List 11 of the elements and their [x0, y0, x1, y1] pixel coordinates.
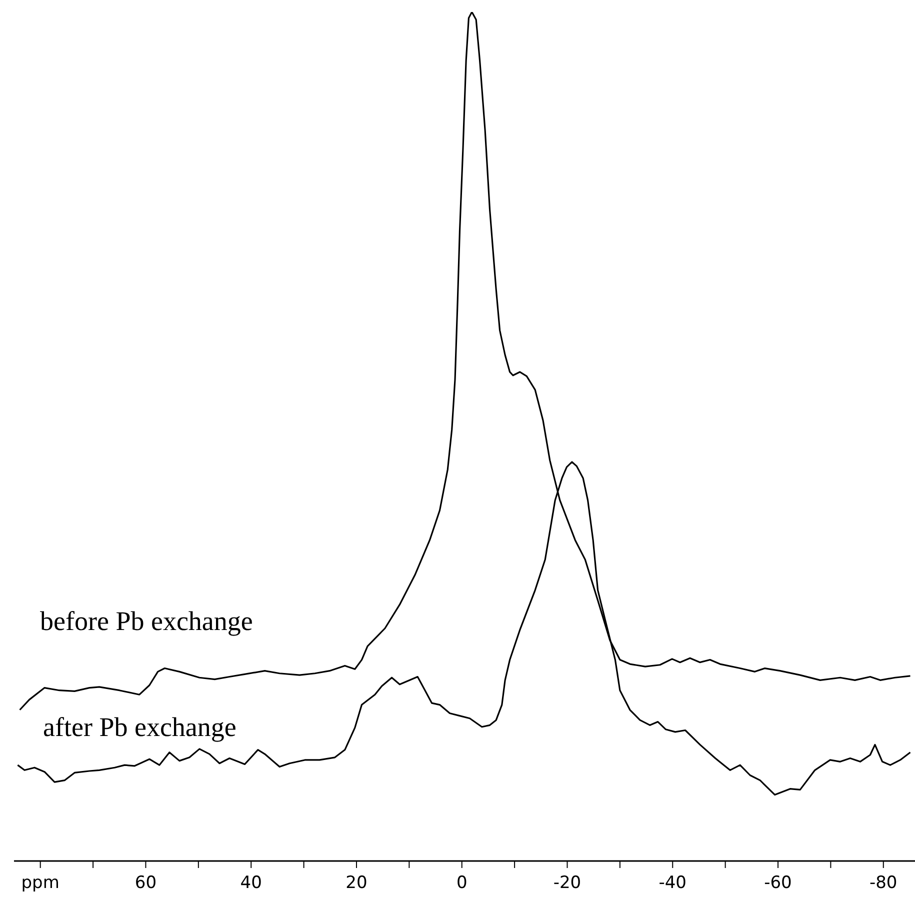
- x-tick-label: 0: [456, 873, 468, 893]
- x-tick-label: 40: [240, 873, 262, 893]
- x-tick-label: 60: [134, 873, 157, 893]
- series-label: before Pb exchange: [40, 606, 253, 637]
- x-tick-label: -60: [764, 873, 792, 893]
- x-tick-label: ppm: [21, 873, 60, 893]
- x-tick-label: 20: [346, 873, 368, 893]
- series-label: after Pb exchange: [43, 712, 236, 743]
- x-tick-label: -40: [658, 873, 687, 893]
- x-tick-label: -80: [869, 873, 898, 893]
- x-tick-label: -20: [553, 873, 582, 893]
